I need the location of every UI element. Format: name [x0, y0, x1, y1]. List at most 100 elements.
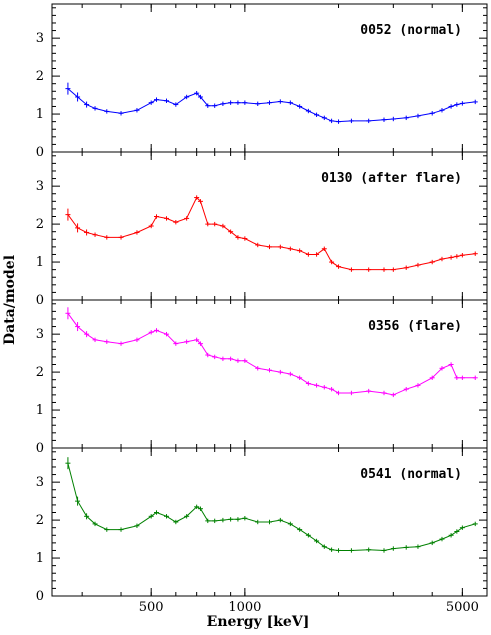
data-point: [348, 548, 354, 553]
data-point: [403, 545, 409, 550]
x-axis-title: Energy [keV]: [207, 614, 310, 630]
y-tick-label: 2: [36, 513, 44, 528]
y-tick-label: 0: [36, 145, 44, 160]
data-point: [65, 208, 71, 221]
data-point: [415, 544, 421, 549]
data-point: [242, 236, 248, 241]
data-point: [415, 262, 421, 268]
data-point: [287, 246, 293, 251]
data-point: [390, 392, 396, 398]
data-point: [314, 252, 320, 257]
data-point: [321, 385, 327, 390]
data-point: [415, 113, 421, 119]
data-point: [403, 265, 409, 270]
panel-label: 0052 (normal): [360, 23, 462, 38]
data-point: [164, 514, 170, 519]
data-point: [267, 368, 272, 373]
data-point: [429, 540, 435, 546]
data-point: [366, 267, 372, 272]
data-point: [212, 103, 218, 108]
series-line: [67, 313, 476, 396]
data-point: [173, 102, 179, 107]
data-point: [205, 103, 211, 108]
y-axis-title: Data/model: [2, 255, 18, 345]
data-point: [220, 517, 226, 523]
data-point: [366, 547, 372, 552]
data-point: [297, 527, 303, 532]
data-point: [297, 104, 303, 109]
data-point: [390, 267, 396, 272]
data-point: [118, 527, 124, 532]
data-point: [92, 337, 98, 343]
data-point: [228, 229, 234, 234]
data-point: [329, 259, 335, 265]
data-point: [184, 514, 190, 519]
data-point: [321, 115, 327, 121]
data-point: [235, 100, 241, 105]
data-point: [134, 230, 140, 235]
data-point: [403, 386, 409, 392]
data-point: [366, 118, 372, 124]
data-point: [277, 99, 283, 104]
data-point: [267, 100, 272, 105]
y-tick-label: 0: [36, 293, 44, 308]
data-point: [459, 101, 465, 106]
data-point: [153, 97, 159, 102]
data-point: [104, 527, 110, 532]
data-point: [448, 533, 454, 538]
data-point: [205, 221, 211, 227]
data-point: [220, 223, 226, 229]
panel-label: 0356 (flare): [368, 319, 462, 334]
data-point: [92, 106, 98, 111]
y-tick-label: 1: [36, 551, 44, 566]
data-point: [381, 117, 387, 122]
data-point: [454, 254, 460, 259]
y-tick-label: 0: [36, 441, 44, 456]
data-point: [212, 518, 218, 524]
data-point: [321, 246, 327, 251]
data-point: [305, 252, 311, 257]
data-point: [235, 235, 241, 240]
data-point: [329, 118, 335, 124]
y-tick-label: 2: [36, 217, 44, 232]
data-point: [390, 116, 396, 122]
data-point: [381, 548, 387, 553]
data-point: [228, 100, 234, 105]
data-point: [153, 328, 159, 333]
data-point: [287, 371, 293, 377]
data-point: [277, 244, 283, 250]
series-line: [67, 196, 476, 271]
data-point: [184, 339, 190, 344]
data-point: [197, 94, 203, 100]
data-point: [459, 375, 465, 380]
data-point: [242, 516, 248, 521]
y-tick-label: 1: [36, 107, 44, 122]
data-point: [448, 362, 454, 367]
data-point: [336, 119, 342, 124]
data-point: [205, 518, 211, 524]
data-point: [305, 108, 311, 114]
x-tick-label: 500: [139, 600, 164, 615]
y-tick-label: 2: [36, 365, 44, 380]
data-point: [235, 517, 241, 522]
data-point: [329, 547, 335, 552]
data-point: [366, 388, 372, 394]
panel-label: 0130 (after flare): [321, 171, 462, 186]
data-point: [75, 223, 81, 233]
data-point: [75, 92, 81, 102]
data-point: [104, 339, 110, 344]
data-point: [459, 525, 465, 530]
series-line: [67, 88, 476, 123]
data-point: [184, 94, 190, 100]
data-point: [173, 519, 179, 525]
data-point: [65, 307, 71, 320]
data-point: [381, 267, 387, 272]
data-point: [459, 253, 465, 258]
data-point: [164, 216, 170, 221]
data-point: [403, 115, 409, 121]
data-point: [148, 100, 154, 105]
data-point: [65, 457, 71, 470]
data-point: [439, 366, 445, 371]
panel-frame: [51, 447, 488, 597]
data-point: [205, 352, 211, 358]
